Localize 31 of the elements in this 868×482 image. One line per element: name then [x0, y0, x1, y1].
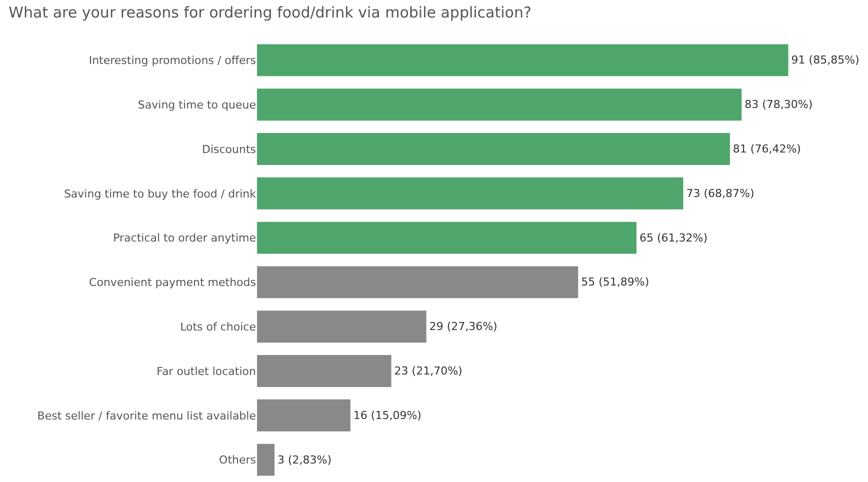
y-tick-label: Practical to order anytime: [113, 232, 256, 245]
bar: [257, 399, 350, 432]
y-tick-label: Best seller / favorite menu list available: [37, 409, 256, 422]
bar: [257, 88, 742, 121]
bar: [257, 222, 636, 254]
bar: [257, 44, 788, 76]
bar: [257, 266, 578, 298]
data-label: 91 (85,85%): [791, 54, 860, 67]
bar: [257, 133, 730, 165]
data-label: 55 (51,89%): [581, 276, 650, 289]
bar: [257, 310, 426, 343]
data-label: 65 (61,32%): [640, 231, 708, 244]
y-tick-label: Saving time to buy the food / drink: [64, 187, 257, 200]
bar: [257, 177, 684, 210]
data-label: 73 (68,87%): [686, 186, 754, 200]
data-label: 81 (76,42%): [732, 142, 801, 156]
y-tick-label: Discounts: [202, 142, 256, 156]
y-tick-label: Interesting promotions / offers: [88, 54, 256, 68]
data-label: 3 (2,83%): [278, 453, 332, 466]
bar: [257, 444, 275, 476]
chart-title: What are your reasons for ordering food/drink via mobile application?: [8, 4, 532, 22]
data-label: 83 (78,30%): [744, 98, 813, 112]
y-tick-label: Far outlet location: [156, 364, 256, 378]
data-label: 23 (21,70%): [394, 364, 462, 378]
y-tick-label: Saving time to queue: [138, 98, 256, 112]
y-tick-label: Lots of choice: [180, 320, 256, 334]
bar: [257, 355, 392, 387]
data-label: 29 (27,36%): [429, 320, 498, 334]
y-tick-label: Convenient payment methods: [89, 276, 256, 290]
y-tick-label: Others: [219, 454, 256, 467]
data-label: 16 (15,09%): [353, 408, 422, 422]
